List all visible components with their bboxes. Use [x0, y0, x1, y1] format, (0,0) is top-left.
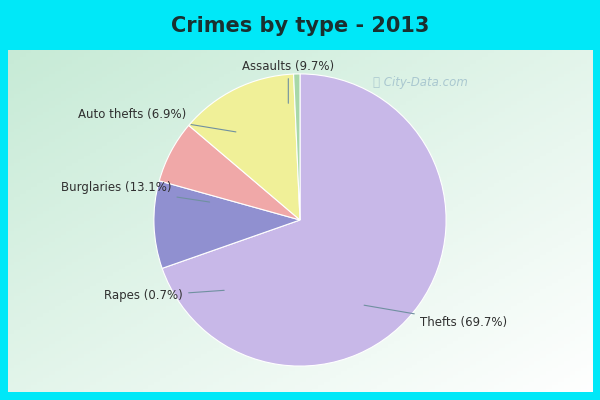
Text: Assaults (9.7%): Assaults (9.7%) [242, 60, 334, 103]
Text: Crimes by type - 2013: Crimes by type - 2013 [171, 16, 429, 36]
Wedge shape [154, 181, 300, 268]
Wedge shape [293, 74, 300, 220]
Text: Auto thefts (6.9%): Auto thefts (6.9%) [78, 108, 236, 132]
Text: Thefts (69.7%): Thefts (69.7%) [364, 305, 507, 329]
Text: ⓘ City-Data.com: ⓘ City-Data.com [373, 76, 468, 88]
Text: Rapes (0.7%): Rapes (0.7%) [104, 290, 224, 302]
Wedge shape [188, 74, 300, 220]
Wedge shape [159, 125, 300, 220]
Text: Burglaries (13.1%): Burglaries (13.1%) [61, 181, 209, 202]
Wedge shape [162, 74, 446, 366]
